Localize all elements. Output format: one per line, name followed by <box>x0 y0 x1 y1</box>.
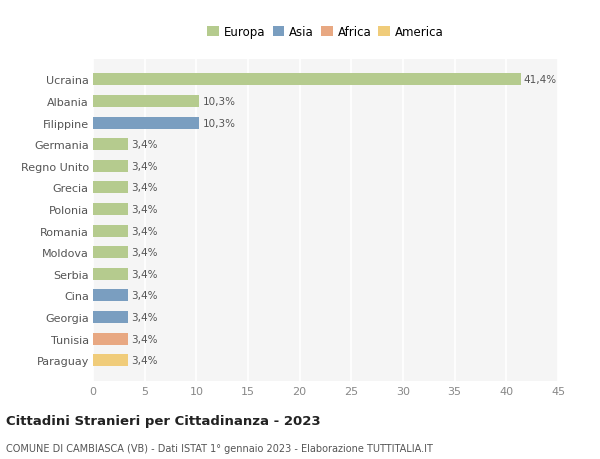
Text: 3,4%: 3,4% <box>131 183 158 193</box>
Bar <box>93 333 128 345</box>
Text: 3,4%: 3,4% <box>131 162 158 171</box>
Text: 3,4%: 3,4% <box>131 269 158 279</box>
Bar <box>93 290 128 302</box>
Bar <box>93 74 521 86</box>
Text: 3,4%: 3,4% <box>131 312 158 322</box>
Bar <box>93 118 199 129</box>
Legend: Europa, Asia, Africa, America: Europa, Asia, Africa, America <box>205 24 446 41</box>
Text: 10,3%: 10,3% <box>203 118 236 129</box>
Text: 3,4%: 3,4% <box>131 226 158 236</box>
Bar <box>93 204 128 215</box>
Bar <box>93 182 128 194</box>
Bar <box>93 268 128 280</box>
Text: 3,4%: 3,4% <box>131 205 158 214</box>
Bar <box>93 161 128 173</box>
Bar <box>93 311 128 323</box>
Bar <box>93 225 128 237</box>
Text: 3,4%: 3,4% <box>131 334 158 344</box>
Text: 3,4%: 3,4% <box>131 355 158 365</box>
Bar <box>93 139 128 151</box>
Bar <box>93 247 128 258</box>
Bar <box>93 354 128 366</box>
Text: COMUNE DI CAMBIASCA (VB) - Dati ISTAT 1° gennaio 2023 - Elaborazione TUTTITALIA.: COMUNE DI CAMBIASCA (VB) - Dati ISTAT 1°… <box>6 443 433 453</box>
Text: Cittadini Stranieri per Cittadinanza - 2023: Cittadini Stranieri per Cittadinanza - 2… <box>6 414 320 428</box>
Text: 10,3%: 10,3% <box>203 97 236 107</box>
Text: 3,4%: 3,4% <box>131 291 158 301</box>
Text: 3,4%: 3,4% <box>131 140 158 150</box>
Text: 41,4%: 41,4% <box>524 75 557 85</box>
Bar <box>93 96 199 108</box>
Text: 3,4%: 3,4% <box>131 248 158 257</box>
